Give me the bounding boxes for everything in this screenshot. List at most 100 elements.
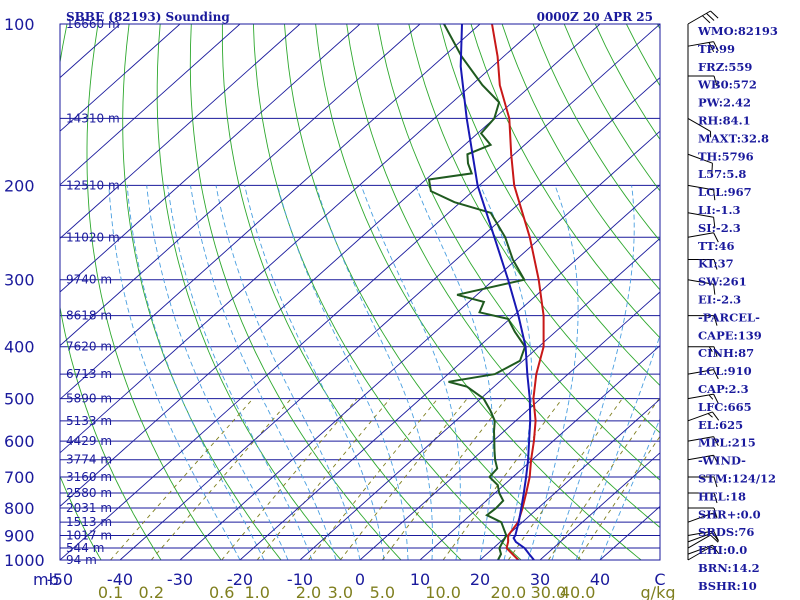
isotherm-line <box>119 76 660 560</box>
barb-flag <box>713 217 716 228</box>
index-value: STM:124/12 <box>698 472 776 486</box>
wind-barb <box>688 492 718 504</box>
barb-shaft <box>687 530 714 536</box>
moist-adiabat-line <box>167 185 313 560</box>
height-label: 4429 m <box>66 434 112 448</box>
dry-adiabat-line <box>284 24 582 560</box>
barb-flag <box>702 15 711 24</box>
mixing-ratio-line <box>110 398 254 560</box>
pressure-tick-label: 700 <box>4 468 35 487</box>
temperature-tick-label: -30 <box>167 570 193 589</box>
pressure-tick-label: 900 <box>4 526 35 545</box>
index-value: TP:99 <box>698 42 735 56</box>
height-label: 16660 m <box>66 17 120 31</box>
dry-adiabat-line <box>532 24 660 242</box>
barb-flag <box>713 75 718 87</box>
mixing-ratio-line <box>381 398 507 560</box>
height-label: 14310 m <box>66 111 120 125</box>
mixing-ratio-label: 20.0 <box>491 583 527 600</box>
index-value: WB0:572 <box>697 78 757 92</box>
wind-barb <box>687 532 720 543</box>
wind-barb <box>688 315 718 326</box>
pressure-tick-label: 600 <box>4 432 35 451</box>
mixing-ratio-label: 0.2 <box>139 583 164 600</box>
isotherm-line <box>359 291 660 560</box>
mixing-ratio-unit-label: g/kg <box>641 583 676 600</box>
isotherm-line <box>299 237 660 560</box>
sounding-traces <box>427 24 545 560</box>
wind-barb <box>688 75 718 87</box>
index-value: BRN:14.2 <box>698 561 760 575</box>
moist-adiabat-line <box>190 185 337 560</box>
index-value: L57:5.8 <box>698 167 746 181</box>
barb-shaft <box>687 454 714 461</box>
index-value: LI:-1.3 <box>698 203 741 217</box>
dry-adiabat-line <box>408 24 660 434</box>
height-label: 5890 m <box>66 392 112 406</box>
index-value: LFC:665 <box>698 400 752 414</box>
plot-frame <box>59 23 661 561</box>
wind-barb <box>688 476 718 488</box>
height-label: 8618 m <box>66 309 112 323</box>
temperature-tick-label: -20 <box>227 570 253 589</box>
pressure-tick-label: 100 <box>4 15 35 34</box>
moist-adiabat-line <box>599 417 660 560</box>
moist-adiabat-line <box>315 185 433 560</box>
wind-barb <box>687 436 719 447</box>
moist-adiabat-line <box>108 185 241 560</box>
indices-panel: WMO:82193 TP:99 FRZ:559 WB0:572 PW:2.42 RH:84… <box>697 24 778 593</box>
wind-barb <box>687 232 719 243</box>
barb-flag <box>708 394 714 400</box>
mixing-ratio-label: 40.0 <box>560 583 596 600</box>
wind-barb <box>688 346 718 357</box>
temperature-tick-label: -50 <box>47 570 73 589</box>
barb-flag <box>713 284 716 295</box>
height-label: 1017 m <box>66 528 112 542</box>
barb-flag <box>712 512 718 518</box>
isotherm-line <box>60 24 660 560</box>
dry-adiabat-line <box>346 24 660 529</box>
index-value: MAXT:32.8 <box>698 131 769 145</box>
index-value: KI:37 <box>698 257 734 271</box>
index-value: TH:5796 <box>698 149 754 163</box>
barb-flag <box>713 189 716 201</box>
index-value: TT:46 <box>698 239 735 253</box>
pressure-tick-label: 800 <box>4 499 35 518</box>
barb-flag <box>713 492 718 504</box>
moist-adiabat-line <box>414 185 494 560</box>
barb-shaft <box>687 546 711 561</box>
wind-barb <box>687 530 719 541</box>
wind-barb <box>687 184 716 201</box>
barb-shaft <box>687 184 714 191</box>
index-value: BSHR:10 <box>698 579 757 593</box>
barb-flag <box>707 413 713 418</box>
index-value: CAPE:139 <box>698 328 762 342</box>
barb-shaft <box>687 212 714 218</box>
dry-adiabat-line <box>377 24 660 481</box>
index-value: RH:84.1 <box>698 114 751 128</box>
wind-barb <box>687 212 716 228</box>
height-label: 94 m <box>66 553 97 567</box>
index-value: FRZ:559 <box>698 60 752 74</box>
wind-barb <box>687 117 712 138</box>
mixing-ratio-label: 5.0 <box>370 583 395 600</box>
mixing-ratio-line <box>150 398 292 560</box>
isotherm-line <box>179 130 660 560</box>
height-label: 2580 m <box>66 486 112 500</box>
wind-barb <box>687 534 719 549</box>
dry-adiabat-line <box>189 24 402 560</box>
wind-barbs <box>687 10 720 561</box>
barb-shaft <box>687 10 711 25</box>
barb-flag <box>708 346 713 352</box>
mixing-ratio-label: 30.0 <box>531 583 567 600</box>
barb-flag <box>712 411 720 421</box>
index-value: -WIND- <box>698 454 746 468</box>
dry-adiabat-line <box>782 24 800 560</box>
moist-adiabat-line <box>215 185 361 560</box>
barb-flag <box>710 534 719 543</box>
dry-adiabat-line <box>501 24 660 291</box>
wind-barb <box>687 512 718 523</box>
index-value: EHI:0.0 <box>698 543 747 557</box>
temperature-trace <box>491 24 545 560</box>
